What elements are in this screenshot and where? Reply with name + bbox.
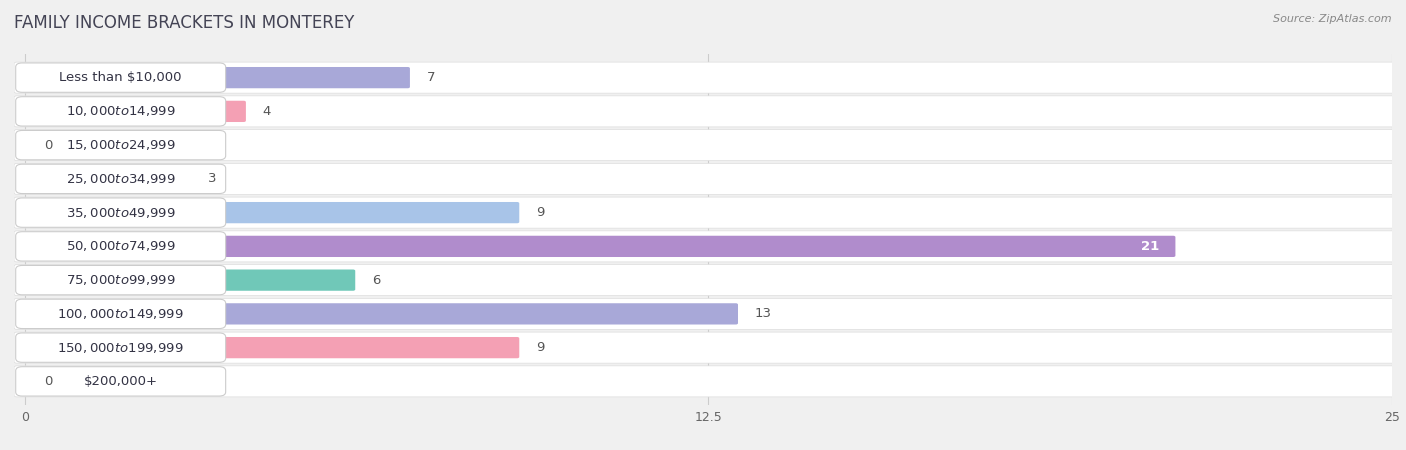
FancyBboxPatch shape <box>22 135 63 156</box>
FancyBboxPatch shape <box>14 332 1395 363</box>
Text: 4: 4 <box>263 105 271 118</box>
Text: 13: 13 <box>755 307 772 320</box>
FancyBboxPatch shape <box>15 299 225 328</box>
Text: 3: 3 <box>208 172 217 185</box>
FancyBboxPatch shape <box>14 231 1395 262</box>
FancyBboxPatch shape <box>15 232 225 261</box>
FancyBboxPatch shape <box>22 337 519 358</box>
Text: Less than $10,000: Less than $10,000 <box>59 71 181 84</box>
Text: 9: 9 <box>536 341 544 354</box>
FancyBboxPatch shape <box>14 265 1395 296</box>
FancyBboxPatch shape <box>14 130 1395 161</box>
FancyBboxPatch shape <box>14 366 1395 397</box>
FancyBboxPatch shape <box>22 371 63 392</box>
FancyBboxPatch shape <box>22 236 1175 257</box>
FancyBboxPatch shape <box>22 270 356 291</box>
Text: $10,000 to $14,999: $10,000 to $14,999 <box>66 104 176 118</box>
FancyBboxPatch shape <box>15 130 225 160</box>
Text: 21: 21 <box>1142 240 1160 253</box>
FancyBboxPatch shape <box>14 163 1395 194</box>
Text: 7: 7 <box>427 71 436 84</box>
FancyBboxPatch shape <box>15 63 225 92</box>
Text: $200,000+: $200,000+ <box>84 375 157 388</box>
Text: $50,000 to $74,999: $50,000 to $74,999 <box>66 239 176 253</box>
FancyBboxPatch shape <box>14 62 1395 93</box>
Text: $150,000 to $199,999: $150,000 to $199,999 <box>58 341 184 355</box>
Text: FAMILY INCOME BRACKETS IN MONTEREY: FAMILY INCOME BRACKETS IN MONTEREY <box>14 14 354 32</box>
FancyBboxPatch shape <box>22 101 246 122</box>
FancyBboxPatch shape <box>14 96 1395 127</box>
Text: $35,000 to $49,999: $35,000 to $49,999 <box>66 206 176 220</box>
Text: 9: 9 <box>536 206 544 219</box>
Text: 0: 0 <box>44 139 52 152</box>
FancyBboxPatch shape <box>15 97 225 126</box>
FancyBboxPatch shape <box>22 67 411 88</box>
Text: $25,000 to $34,999: $25,000 to $34,999 <box>66 172 176 186</box>
FancyBboxPatch shape <box>15 367 225 396</box>
Text: $15,000 to $24,999: $15,000 to $24,999 <box>66 138 176 152</box>
FancyBboxPatch shape <box>14 298 1395 329</box>
FancyBboxPatch shape <box>15 266 225 295</box>
Text: 6: 6 <box>373 274 381 287</box>
Text: $75,000 to $99,999: $75,000 to $99,999 <box>66 273 176 287</box>
FancyBboxPatch shape <box>15 198 225 227</box>
FancyBboxPatch shape <box>15 333 225 362</box>
FancyBboxPatch shape <box>22 202 519 223</box>
Text: Source: ZipAtlas.com: Source: ZipAtlas.com <box>1274 14 1392 23</box>
FancyBboxPatch shape <box>14 197 1395 228</box>
Text: 0: 0 <box>44 375 52 388</box>
FancyBboxPatch shape <box>22 168 191 189</box>
FancyBboxPatch shape <box>22 303 738 324</box>
Text: $100,000 to $149,999: $100,000 to $149,999 <box>58 307 184 321</box>
FancyBboxPatch shape <box>15 164 225 194</box>
